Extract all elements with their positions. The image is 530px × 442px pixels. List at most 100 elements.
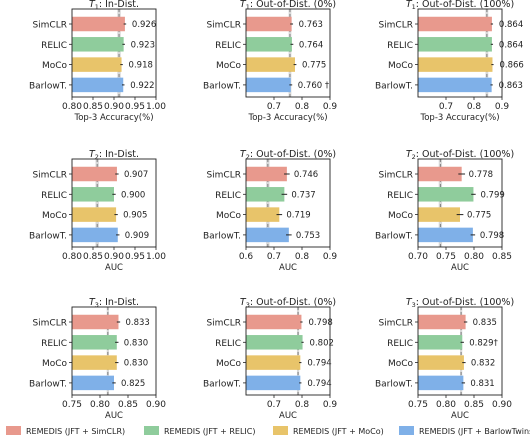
x-tick-label: 0.7	[267, 102, 281, 112]
title-text: : Out-of-Dist. (0%)	[250, 149, 336, 160]
value-label: 0.922	[130, 81, 154, 91]
category-label: SimCLR	[206, 21, 241, 31]
title-text: : Out-of-Dist. (100%)	[416, 149, 514, 160]
category-label: RELIC	[41, 339, 67, 349]
bar	[418, 37, 492, 52]
category-label: MoCo	[42, 211, 68, 221]
value-label: 0.832	[471, 359, 495, 369]
x-tick-label: 0.85	[464, 400, 484, 410]
x-tick-label: 0.85	[83, 252, 103, 262]
legend-swatch	[399, 426, 414, 435]
value-label: 0.737	[291, 190, 315, 200]
chart-panel-5: T2: Out-of-Dist. (0%) 0.746 SimCLR 0.737 REL…	[203, 149, 337, 273]
category-label: BarlowT.	[203, 231, 241, 241]
bar	[418, 16, 492, 32]
x-tick-label: 0.7	[267, 252, 281, 262]
category-label: RELIC	[387, 191, 413, 201]
legend-item: REMEDIS (JFT + MoCo)	[273, 426, 384, 436]
value-label: 0.829†	[469, 338, 498, 348]
value-label: 0.799	[480, 190, 504, 200]
x-tick-label: 0.80	[62, 252, 82, 262]
x-tick-label: 0.80	[464, 252, 484, 262]
category-label: SimCLR	[32, 171, 67, 181]
bar	[72, 187, 114, 202]
bar	[418, 355, 464, 370]
title-symbol: T	[240, 297, 247, 308]
category-label: MoCo	[388, 359, 414, 369]
value-label: 0.764	[299, 40, 323, 50]
value-label: 0.830	[124, 338, 148, 348]
bar	[246, 37, 292, 52]
x-tick-label: 0.8	[295, 400, 310, 410]
value-label: 0.831	[470, 379, 494, 389]
title-symbol: T	[240, 0, 247, 10]
bar	[72, 77, 124, 93]
value-label: 0.763	[299, 20, 323, 30]
title-symbol: T	[406, 149, 413, 160]
value-label: 0.900	[121, 190, 145, 200]
title-subscript: 3	[412, 301, 416, 309]
bar	[246, 207, 280, 222]
legend-item: REMEDIS (JFT + RELIC)	[144, 426, 255, 436]
category-label: BarlowT.	[29, 379, 67, 389]
value-label: 0.909	[125, 231, 149, 241]
value-label: 0.760 †	[298, 81, 330, 91]
category-label: RELIC	[387, 339, 413, 349]
title-text: : Out-of-Dist. (0%)	[250, 297, 336, 308]
x-tick-label: 0.75	[62, 400, 82, 410]
category-label: MoCo	[216, 61, 242, 71]
bar	[246, 335, 303, 350]
title-subscript: 3	[246, 301, 250, 309]
x-tick-label: 0.70	[408, 252, 428, 262]
value-label: 0.802	[310, 338, 334, 348]
x-tick-label: 0.90	[492, 400, 512, 410]
x-axis-label: AUC	[279, 411, 297, 421]
value-label: 0.866	[499, 61, 523, 71]
x-tick-label: 0.6	[239, 252, 254, 262]
bar	[418, 166, 462, 182]
x-tick-label: 0.85	[492, 252, 512, 262]
x-tick-label: 0.80	[436, 400, 456, 410]
category-label: BarlowT.	[375, 81, 413, 91]
x-tick-label: 0.7	[439, 102, 453, 112]
legend-swatch	[6, 426, 21, 435]
category-label: BarlowT.	[29, 231, 67, 241]
x-tick-label: 0.7	[267, 400, 281, 410]
category-label: BarlowT.	[203, 379, 241, 389]
x-tick-label: 0.75	[408, 400, 428, 410]
chart-panel-1: T1: In-Dist. 0.926 SimCLR 0.923 RELIC 0.918 Mo…	[29, 0, 166, 123]
bar	[418, 314, 466, 330]
category-label: MoCo	[388, 211, 414, 221]
plot-frame	[71, 306, 157, 396]
x-axis-label: Top-3 Accuracy(%)	[247, 113, 327, 123]
bar	[246, 187, 285, 202]
value-label: 0.923	[131, 40, 155, 50]
x-tick-label: 0.90	[146, 400, 166, 410]
x-tick-label: 0.75	[436, 252, 456, 262]
category-label: SimCLR	[378, 21, 413, 31]
title-text: : Out-of-Dist. (0%)	[250, 0, 336, 10]
bar	[246, 57, 295, 72]
category-label: MoCo	[216, 359, 242, 369]
chart-panel-9: T3: Out-of-Dist. (100%) 0.835 SimCLR 0.829†…	[375, 297, 514, 421]
chart-title: T1: Out-of-Dist. (0%)	[240, 0, 336, 11]
legend-item: REMEDIS (JFT + SimCLR)	[6, 426, 125, 436]
value-label: 0.798	[480, 231, 504, 241]
legend-label: REMEDIS (JFT + SimCLR)	[26, 427, 125, 436]
x-axis-label: Top-3 Accuracy(%)	[419, 113, 499, 123]
baseline-band	[288, 9, 292, 97]
bar	[72, 37, 124, 52]
chart-title: T2: Out-of-Dist. (0%)	[240, 149, 336, 161]
plot-frame	[245, 306, 331, 396]
chart-panel-2: T1: Out-of-Dist. (0%) 0.763 SimCLR 0.764 REL…	[203, 0, 337, 123]
chart-panel-6: T2: Out-of-Dist. (100%) 0.778 SimCLR 0.799 R…	[375, 149, 514, 273]
bar	[72, 227, 118, 243]
bar	[72, 355, 117, 370]
category-label: SimCLR	[206, 319, 241, 329]
plot-frame	[245, 158, 331, 248]
legend-label: REMEDIS (JFT + MoCo)	[293, 427, 384, 436]
title-subscript: 2	[412, 153, 416, 161]
x-tick-label: 0.8	[295, 252, 310, 262]
x-tick-label: 1.00	[146, 252, 166, 262]
category-label: SimCLR	[32, 319, 67, 329]
